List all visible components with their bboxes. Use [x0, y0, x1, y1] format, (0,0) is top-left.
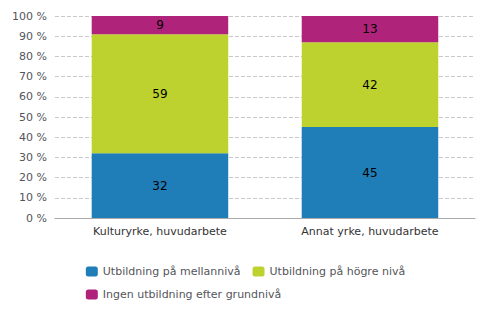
- svg-text:10 %: 10 %: [19, 191, 47, 204]
- svg-text:80 %: 80 %: [19, 50, 47, 63]
- svg-text:32: 32: [152, 179, 167, 193]
- svg-text:60 %: 60 %: [19, 90, 47, 103]
- svg-text:9: 9: [156, 18, 164, 32]
- svg-text:42: 42: [362, 78, 377, 92]
- svg-text:13: 13: [362, 22, 377, 36]
- svg-text:Ingen utbildning efter grundni: Ingen utbildning efter grundnivå: [103, 288, 282, 301]
- svg-text:Kulturyrke, huvudarbete: Kulturyrke, huvudarbete: [93, 225, 227, 238]
- svg-text:0 %: 0 %: [26, 212, 47, 225]
- svg-text:Annat yrke, huvudarbete: Annat yrke, huvudarbete: [301, 225, 439, 238]
- svg-text:70 %: 70 %: [19, 70, 47, 83]
- svg-text:90 %: 90 %: [19, 30, 47, 43]
- svg-text:50 %: 50 %: [19, 111, 47, 124]
- svg-text:20 %: 20 %: [19, 171, 47, 184]
- svg-text:45: 45: [362, 166, 377, 180]
- svg-text:100 %: 100 %: [12, 10, 47, 23]
- svg-text:59: 59: [152, 87, 167, 101]
- svg-text:40 %: 40 %: [19, 131, 47, 144]
- svg-text:Utbildning på mellannivå: Utbildning på mellannivå: [103, 265, 241, 278]
- svg-text:Utbildning på högre nivå: Utbildning på högre nivå: [270, 265, 406, 278]
- svg-text:30 %: 30 %: [19, 151, 47, 164]
